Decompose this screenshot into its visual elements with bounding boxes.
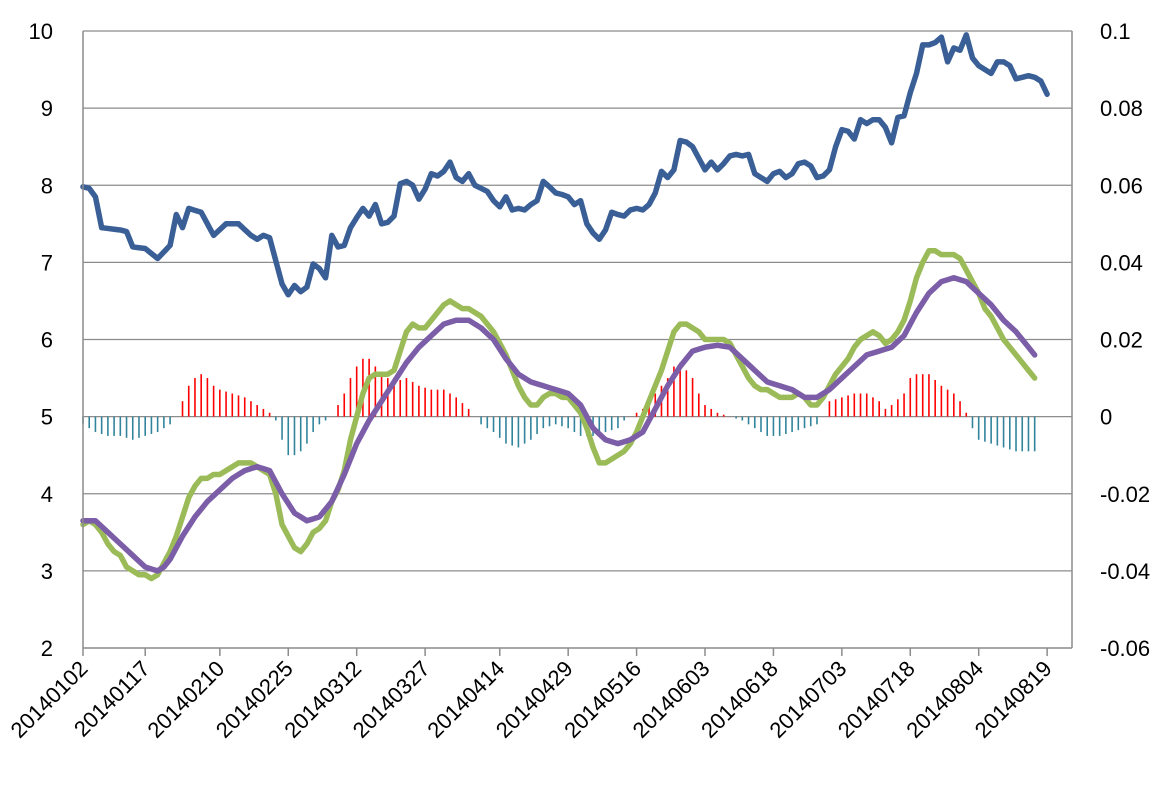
- y-left-tick-label: 4: [41, 482, 53, 507]
- y-left-tick-label: 5: [41, 405, 53, 430]
- y-right-tick-label: 0: [1100, 405, 1112, 430]
- y-left-tick-label: 9: [41, 96, 53, 121]
- series-line-price: [80, 32, 1050, 298]
- y-right-tick-label: 0.1: [1100, 19, 1131, 44]
- y-right-tick-label: 0.06: [1100, 173, 1143, 198]
- series-lines: [80, 32, 1050, 582]
- y-right-tick-label: 0.02: [1100, 328, 1143, 353]
- y-right-tick-label: -0.06: [1100, 636, 1150, 661]
- macd-histogram: [82, 358, 1036, 456]
- y-left-tick-label: 6: [41, 328, 53, 353]
- axes: [82, 31, 1073, 649]
- x-axis-ticks: 2014010220140117201402102014022520140312…: [6, 648, 1057, 743]
- y-left-tick-label: 7: [41, 250, 53, 275]
- y-left-tick-label: 10: [29, 19, 53, 44]
- y-right-tick-label: -0.02: [1100, 482, 1150, 507]
- gridlines: [83, 30, 1072, 572]
- y-right-tick-label: 0.04: [1100, 250, 1143, 275]
- right-y-axis-ticks: -0.06 -0.04 -0.02 0 0.02 0.04 0.06 0.08 0.1: [1100, 19, 1150, 661]
- y-left-tick-label: 8: [41, 173, 53, 198]
- series-line-dif: [80, 248, 1038, 582]
- y-left-tick-label: 2: [41, 636, 53, 661]
- y-right-tick-label: -0.04: [1100, 559, 1150, 584]
- left-y-axis-ticks: 2 3 4 5 6 7 8 9 10: [29, 19, 53, 661]
- series-line-dea: [80, 275, 1038, 574]
- y-right-tick-label: 0.08: [1100, 96, 1143, 121]
- y-left-tick-label: 3: [41, 559, 53, 584]
